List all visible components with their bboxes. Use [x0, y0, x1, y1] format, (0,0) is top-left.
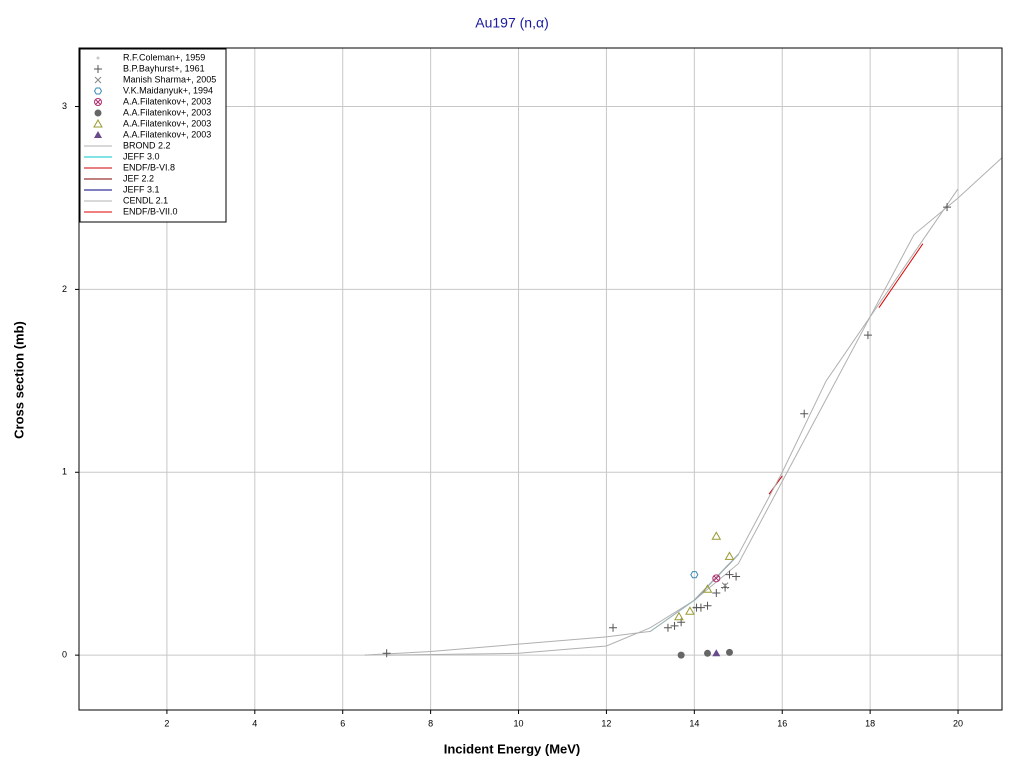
- point: [721, 582, 729, 589]
- legend-label: ENDF/B-VI.8: [123, 162, 175, 172]
- legend-label: R.F.Coleman+, 1959: [123, 52, 205, 62]
- legend-symbol: [94, 131, 102, 138]
- y-axis-label: Cross section (mb): [11, 321, 26, 439]
- point: [711, 531, 722, 540]
- legend-symbol: [93, 118, 103, 128]
- y-tick-label: 1: [62, 467, 67, 477]
- x-tick-label: 14: [689, 718, 699, 728]
- point: [674, 611, 684, 621]
- legend-label: ENDF/B-VII.0: [123, 206, 178, 216]
- point: [712, 588, 721, 597]
- legend-symbol: [94, 109, 102, 117]
- point: [670, 621, 679, 630]
- point: [712, 649, 721, 657]
- legend-label: JEFF 3.1: [123, 184, 160, 194]
- point: [690, 571, 699, 579]
- point: [609, 623, 618, 632]
- x-tick-label: 12: [601, 718, 611, 728]
- plot-area: [364, 157, 1003, 659]
- point: [725, 570, 734, 579]
- legend-symbol: [93, 87, 103, 95]
- legend-label: V.K.Maidanyuk+, 1994: [123, 85, 213, 95]
- legend-label: JEF 2.2: [123, 173, 154, 183]
- x-tick-label: 4: [252, 718, 257, 728]
- legend-label: A.A.Filatenkov+, 2003: [123, 118, 211, 128]
- y-tick-label: 3: [62, 101, 67, 111]
- point: [724, 551, 735, 560]
- point: [943, 203, 952, 212]
- chart-title: Au197 (n,α): [475, 15, 548, 31]
- legend-label: CENDL 2.1: [123, 195, 168, 205]
- x-tick-label: 2: [164, 718, 169, 728]
- line: [386, 157, 1003, 656]
- point: [712, 574, 721, 583]
- legend-symbol: [94, 65, 102, 73]
- point: [721, 583, 730, 592]
- point: [703, 601, 712, 610]
- legend-label: BROND 2.2: [123, 140, 171, 150]
- point: [685, 606, 695, 615]
- point: [704, 649, 712, 657]
- point: [800, 409, 809, 418]
- legend-label: JEFF 3.0: [123, 151, 160, 161]
- legend-box: [79, 48, 227, 223]
- legend-label: Manish Sharma+, 2005: [123, 74, 216, 84]
- x-tick-label: 20: [953, 718, 963, 728]
- legend-label: A.A.Filatenkov+, 2003: [123, 107, 211, 117]
- x-tick-label: 18: [865, 718, 875, 728]
- legend-label: A.A.Filatenkov+, 2003: [123, 129, 211, 139]
- x-tick-label: 6: [340, 718, 345, 728]
- y-tick-label: 0: [62, 650, 67, 660]
- point: [663, 623, 672, 632]
- legend-label: B.P.Bayhurst+, 1961: [123, 63, 205, 73]
- x-tick-label: 10: [514, 718, 524, 728]
- point: [732, 572, 741, 581]
- legend-symbol: [94, 76, 102, 84]
- point: [725, 648, 733, 656]
- point: [702, 584, 713, 593]
- plot-frame: [78, 47, 1003, 711]
- x-axis-label: Incident Energy (MeV): [444, 741, 581, 756]
- point: [677, 651, 685, 659]
- legend-label: A.A.Filatenkov+, 2003: [123, 96, 211, 106]
- legend-symbol: [94, 98, 103, 106]
- legend-symbol: [96, 56, 100, 60]
- point: [696, 603, 705, 612]
- line: [364, 188, 959, 656]
- x-tick-label: 8: [428, 718, 433, 728]
- point: [382, 649, 391, 658]
- point: [863, 331, 872, 340]
- y-tick-label: 2: [62, 284, 67, 294]
- line: [878, 243, 924, 308]
- x-tick-label: 16: [777, 718, 787, 728]
